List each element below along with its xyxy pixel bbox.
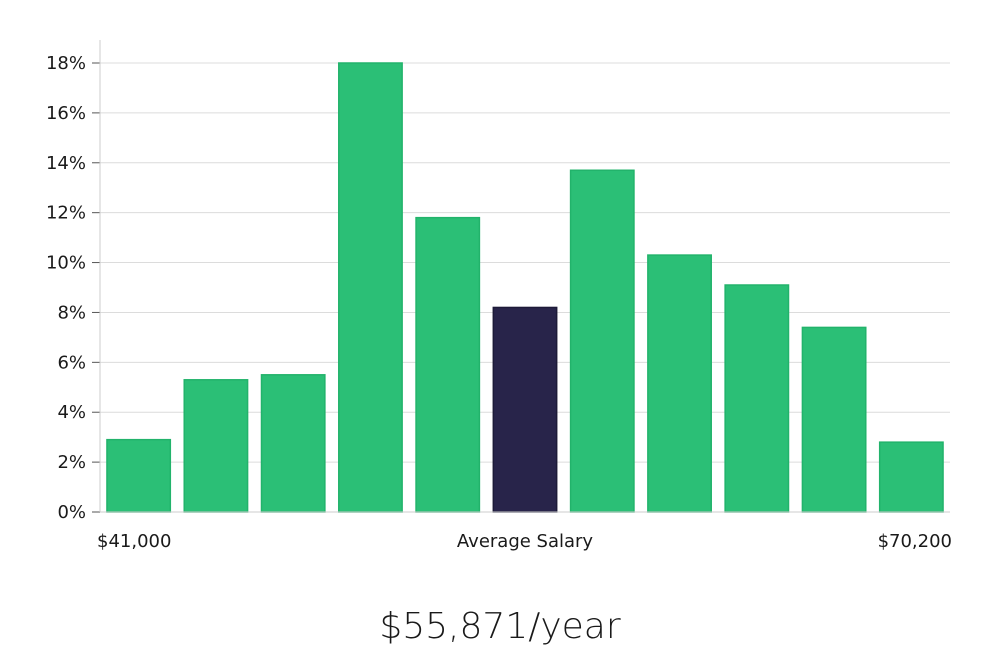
y-tick-label: 8%: [57, 302, 86, 323]
y-tick-label: 14%: [46, 153, 86, 174]
x-label-average: Average Salary: [457, 531, 594, 552]
bar: [260, 374, 326, 513]
bar: [183, 379, 249, 513]
x-label-min: $41,000: [97, 531, 171, 552]
bar: [106, 438, 172, 513]
bar: [338, 62, 403, 513]
bars: [106, 62, 944, 513]
average-salary-value: $55,871/year: [379, 606, 621, 647]
bar: [878, 441, 944, 513]
y-tick-label: 0%: [57, 502, 86, 523]
bar: [415, 216, 481, 513]
x-label-max: $70,200: [878, 531, 952, 552]
salary-distribution-chart: 0% 2% 4% 6% 8% 10% 12% 14% 16% 18% $41,000 Averag…: [46, 40, 952, 552]
bar-average: [492, 306, 558, 513]
bar: [569, 169, 635, 513]
y-tick-label: 2%: [57, 452, 86, 473]
bar: [801, 326, 867, 513]
y-tick-label: 10%: [46, 253, 86, 274]
y-tick-label: 18%: [46, 53, 86, 74]
y-tick-label: 16%: [46, 103, 86, 124]
bar: [724, 284, 790, 513]
bar: [647, 254, 712, 513]
y-tick-label: 4%: [57, 402, 86, 423]
y-axis-ticks: 0% 2% 4% 6% 8% 10% 12% 14% 16% 18%: [46, 53, 100, 523]
y-tick-label: 6%: [57, 352, 86, 373]
y-tick-label: 12%: [46, 203, 86, 224]
